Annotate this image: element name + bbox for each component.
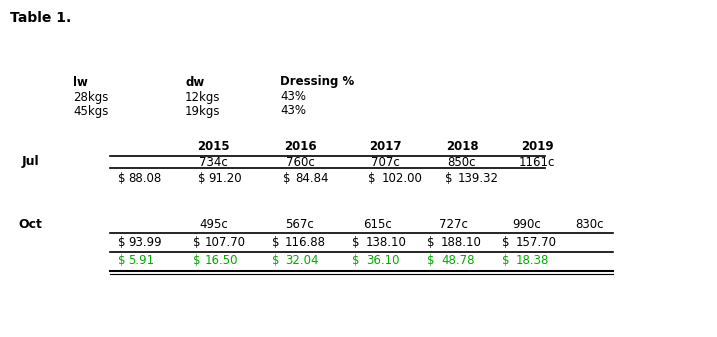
Text: 91.20: 91.20: [208, 172, 242, 184]
Text: $: $: [198, 172, 206, 184]
Text: $: $: [272, 254, 280, 268]
Text: 139.32: 139.32: [458, 172, 499, 184]
Text: 157.70: 157.70: [516, 236, 557, 248]
Text: 2016: 2016: [284, 141, 316, 153]
Text: 84.84: 84.84: [295, 172, 328, 184]
Text: $: $: [427, 236, 435, 248]
Text: 2019: 2019: [521, 141, 554, 153]
Text: $: $: [193, 236, 201, 248]
Text: 734c: 734c: [199, 155, 227, 168]
Text: 138.10: 138.10: [366, 236, 407, 248]
Text: 16.50: 16.50: [205, 254, 239, 268]
Text: 45kgs: 45kgs: [73, 104, 108, 118]
Text: 36.10: 36.10: [366, 254, 399, 268]
Text: lw: lw: [73, 75, 88, 89]
Text: 116.88: 116.88: [285, 236, 326, 248]
Text: $: $: [193, 254, 201, 268]
Text: Dressing %: Dressing %: [280, 75, 354, 89]
Text: Jul: Jul: [22, 155, 39, 168]
Text: $: $: [118, 254, 125, 268]
Text: $: $: [427, 254, 435, 268]
Text: 567c: 567c: [285, 217, 314, 231]
Text: 43%: 43%: [280, 91, 306, 103]
Text: Oct: Oct: [18, 217, 42, 231]
Text: 850c: 850c: [447, 155, 476, 168]
Text: dw: dw: [185, 75, 204, 89]
Text: 2015: 2015: [196, 141, 229, 153]
Text: 88.08: 88.08: [128, 172, 161, 184]
Text: $: $: [118, 172, 125, 184]
Text: $: $: [502, 236, 510, 248]
Text: $: $: [502, 254, 510, 268]
Text: $: $: [272, 236, 280, 248]
Text: 93.99: 93.99: [128, 236, 161, 248]
Text: 188.10: 188.10: [441, 236, 482, 248]
Text: $: $: [118, 236, 125, 248]
Text: 2018: 2018: [446, 141, 478, 153]
Text: 2017: 2017: [369, 141, 402, 153]
Text: 5.91: 5.91: [128, 254, 154, 268]
Text: $: $: [368, 172, 376, 184]
Text: 107.70: 107.70: [205, 236, 246, 248]
Text: 102.00: 102.00: [382, 172, 423, 184]
Text: 760c: 760c: [285, 155, 314, 168]
Text: 18.38: 18.38: [516, 254, 549, 268]
Text: $: $: [352, 236, 359, 248]
Text: 615c: 615c: [364, 217, 392, 231]
Text: 43%: 43%: [280, 104, 306, 118]
Text: $: $: [283, 172, 290, 184]
Text: 28kgs: 28kgs: [73, 91, 108, 103]
Text: 830c: 830c: [576, 217, 604, 231]
Text: 1161c: 1161c: [519, 155, 555, 168]
Text: 495c: 495c: [199, 217, 229, 231]
Text: $: $: [445, 172, 452, 184]
Text: 727c: 727c: [439, 217, 467, 231]
Text: 990c: 990c: [513, 217, 541, 231]
Text: $: $: [352, 254, 359, 268]
Text: 707c: 707c: [371, 155, 399, 168]
Text: 12kgs: 12kgs: [185, 91, 221, 103]
Text: 32.04: 32.04: [285, 254, 318, 268]
Text: 19kgs: 19kgs: [185, 104, 221, 118]
Text: 48.78: 48.78: [441, 254, 475, 268]
Text: Table 1.: Table 1.: [10, 11, 71, 25]
